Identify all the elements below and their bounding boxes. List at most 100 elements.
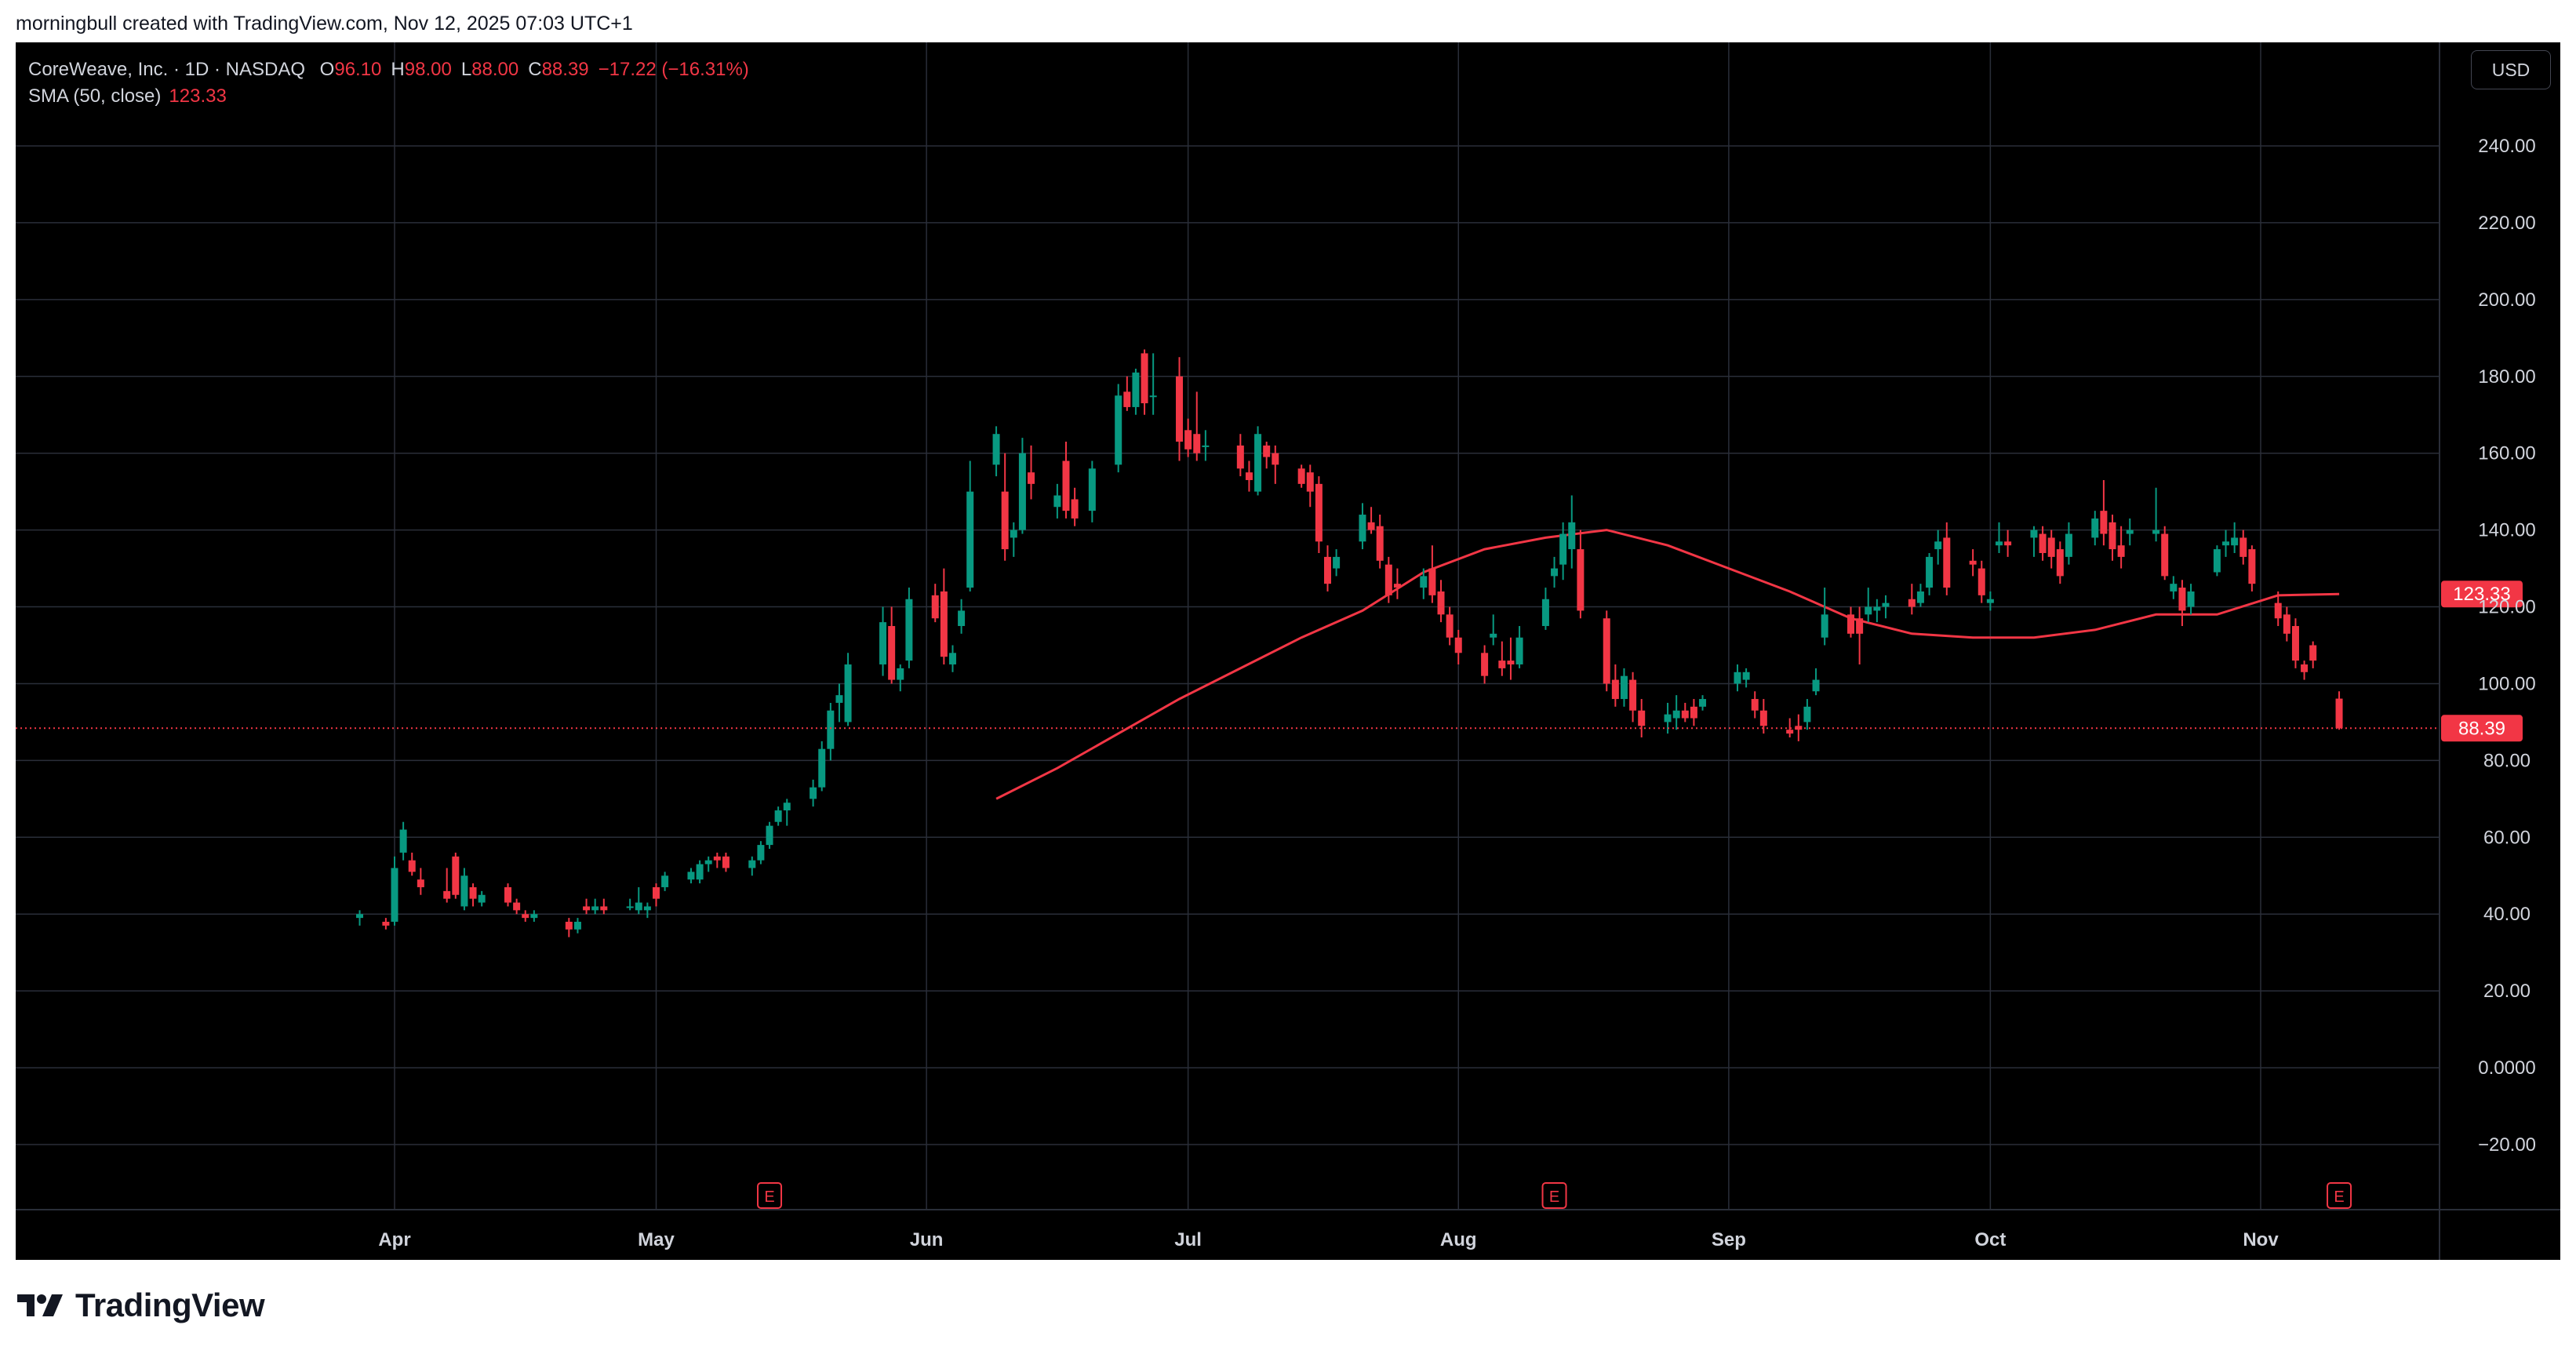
candle (783, 799, 791, 826)
candle-body (2213, 549, 2221, 573)
candle (1995, 522, 2003, 553)
candle (1071, 487, 1079, 526)
candle-body (2291, 626, 2299, 661)
candle (948, 645, 956, 672)
candle (1551, 556, 1559, 588)
candle-body (1681, 710, 1689, 719)
sma-line (995, 529, 2340, 800)
tradingview-logo-icon (17, 1294, 63, 1316)
candle-body (1053, 495, 1061, 508)
candle (2161, 526, 2169, 581)
y-tick-label: 220.00 (2478, 213, 2535, 234)
candle (757, 841, 765, 864)
candle-body (1742, 672, 1750, 680)
candle-body (513, 902, 521, 911)
candle (469, 883, 477, 907)
candle-body (2091, 518, 2099, 538)
candle-body (1986, 599, 1994, 603)
candle (443, 868, 451, 903)
candle-body (382, 922, 390, 926)
candle-body (1132, 372, 1140, 407)
candle-body (1263, 445, 1271, 457)
currency-button[interactable]: USD (2471, 50, 2551, 89)
earnings-marker: E (2327, 1182, 2352, 1209)
candle (391, 856, 398, 926)
candle (653, 883, 660, 907)
candle-body (1620, 675, 1628, 700)
candle-body (1115, 395, 1122, 465)
candle (1454, 629, 1462, 664)
candle-body (2309, 645, 2317, 661)
candle (591, 898, 599, 915)
candle-body (1193, 434, 1201, 453)
candle-body (1428, 568, 1436, 595)
earnings-marker: E (757, 1182, 783, 1209)
candle (2091, 511, 2099, 546)
sma-value: 123.33 (169, 86, 227, 107)
open-value: 96.10 (334, 59, 382, 80)
candle-body (2301, 664, 2309, 672)
candle (1603, 610, 1610, 692)
attribution-text: morningbull created with TradingView.com… (16, 13, 633, 35)
candle (1010, 522, 1017, 557)
candle (1812, 668, 1820, 696)
low-label: L (460, 59, 472, 80)
y-tick-label: 200.00 (2478, 289, 2535, 311)
candle-body (1638, 710, 1646, 726)
candle-body (827, 710, 835, 749)
y-tick-label: −20.00 (2478, 1134, 2536, 1156)
candle-body (1420, 576, 1428, 588)
candle (583, 898, 591, 915)
candle-body (1071, 499, 1079, 519)
candle (1384, 556, 1392, 603)
candle-body (1315, 483, 1323, 542)
candle-body (897, 668, 904, 680)
candle (2222, 530, 2230, 557)
candle (1795, 714, 1803, 741)
candle (1315, 476, 1323, 553)
candle (748, 856, 756, 876)
candle (2108, 515, 2116, 561)
candle-body (1821, 614, 1828, 638)
candle-body (1856, 618, 1864, 634)
last-price-label: 88.39 (2441, 715, 2523, 742)
candle-body (940, 591, 948, 657)
candle (1568, 495, 1576, 569)
candle (1969, 549, 1977, 577)
candle-body (810, 787, 817, 799)
candle (1376, 515, 1384, 569)
y-tick-label: 0.0000 (2478, 1057, 2535, 1079)
candle-body (600, 906, 608, 911)
chart-panel[interactable]: 123.33 88.39 240.00 220.00 200.00 180.00 160.… (16, 42, 2560, 1260)
candle-body (356, 914, 364, 919)
last-price-label-text: 88.39 (2458, 718, 2505, 739)
symbol-label: CoreWeave, Inc. · 1D · NASDAQ (28, 59, 305, 80)
candle (1324, 545, 1331, 591)
candle (2065, 522, 2072, 565)
candle-body (2335, 698, 2343, 729)
candle (1306, 464, 1314, 508)
candle-body (1324, 556, 1331, 584)
candle (1393, 568, 1401, 599)
candle-body (704, 860, 712, 864)
candle-body (1882, 602, 1890, 607)
price-chart[interactable]: 123.33 88.39 240.00 220.00 200.00 180.00 160.… (16, 42, 2560, 1260)
candle-body (1603, 618, 1610, 684)
candle (2301, 661, 2309, 680)
candle (722, 852, 730, 872)
candle (992, 426, 1000, 477)
candle-body (966, 491, 974, 588)
candle-body (1393, 584, 1401, 588)
candle-body (757, 845, 765, 861)
candle-body (1245, 472, 1253, 480)
x-tick-label: Aug (1440, 1229, 1477, 1250)
tradingview-logo[interactable]: TradingView (17, 1287, 265, 1324)
candle (2239, 530, 2247, 565)
candle (2213, 545, 2221, 577)
candle-body (888, 626, 896, 680)
candle (2170, 576, 2178, 599)
candle-body (2004, 541, 2012, 546)
candle (1149, 353, 1157, 415)
x-tick-label: Sep (1712, 1229, 1746, 1250)
candle-body (635, 902, 642, 911)
